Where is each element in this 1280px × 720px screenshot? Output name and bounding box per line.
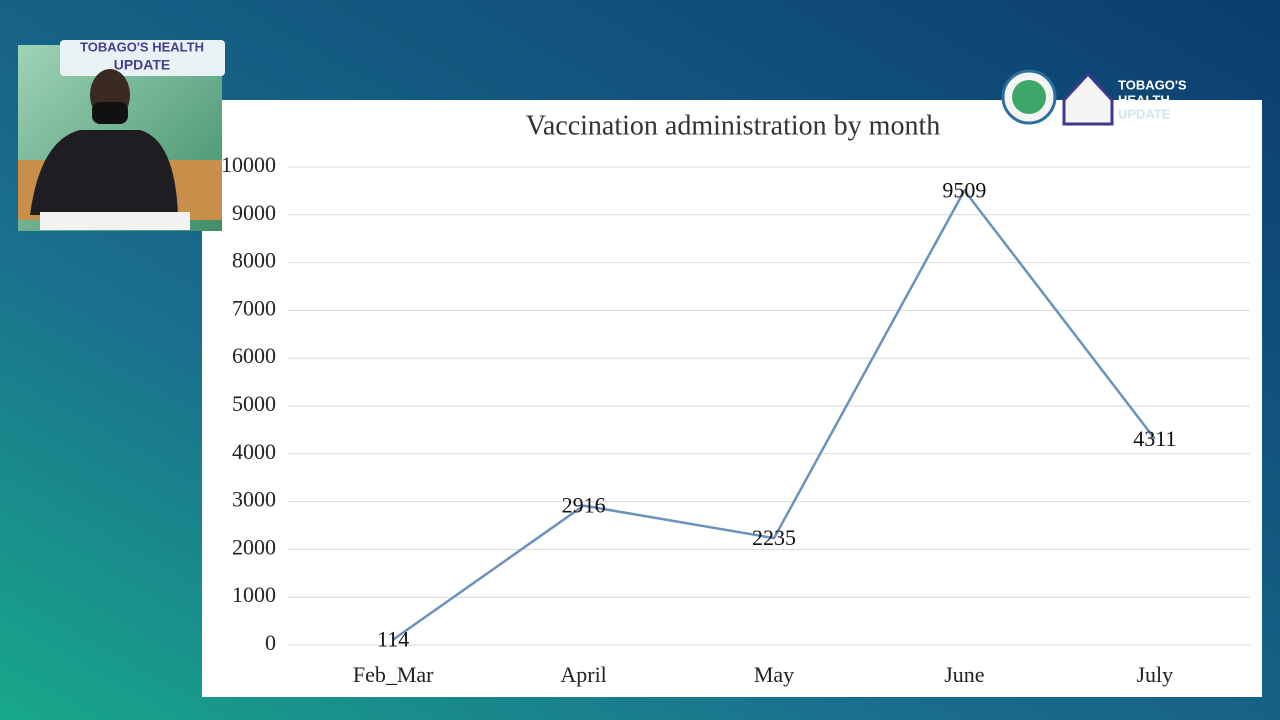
y-tick-label: 3000 [232,487,276,512]
x-tick-label: June [944,662,984,687]
y-tick-label: 4000 [232,439,276,464]
inset-banner [60,40,225,76]
y-tick-label: 0 [265,630,276,655]
y-tick-label: 7000 [232,295,276,320]
data-label: 9509 [942,178,986,203]
data-label: 2916 [562,493,606,518]
crest-inner [1012,80,1046,114]
brand-text: TOBAGO'S [1118,77,1187,92]
x-tick-label: July [1136,662,1173,687]
y-tick-label: 1000 [232,582,276,607]
data-line [392,189,1156,641]
brand-text: HEALTH [1118,92,1170,107]
data-label: 114 [377,627,409,652]
y-tick-label: 6000 [232,343,276,368]
papers [40,212,190,230]
inset-banner-text: UPDATE [114,57,171,73]
y-tick-label: 9000 [232,200,276,225]
x-tick-label: Feb_Mar [353,662,434,687]
y-tick-label: 5000 [232,391,276,416]
y-tick-label: 10000 [221,152,276,177]
chart-panel [202,100,1262,697]
plot: 0 1000 2000 3000 4000 5000 6000 7000 8000 9000 100… [221,152,1250,687]
overlay: TOBAGO'S HEALTH UPDATE TOBAGO'S HEALTH U… [18,39,1187,231]
inset-banner-text: TOBAGO'S HEALTH [80,39,204,54]
health-logo [1062,71,1114,126]
x-tick-label: April [560,662,606,687]
data-label: 4311 [1133,426,1176,451]
data-label: 2235 [752,525,796,550]
y-tick-label: 8000 [232,248,276,273]
chart-title: Vaccination administration by month [526,110,940,141]
mask [92,102,128,124]
brand-text: UPDATE [1118,106,1171,121]
x-tick-label: May [754,662,794,687]
presenter [30,130,178,215]
y-tick-label: 2000 [232,534,276,559]
